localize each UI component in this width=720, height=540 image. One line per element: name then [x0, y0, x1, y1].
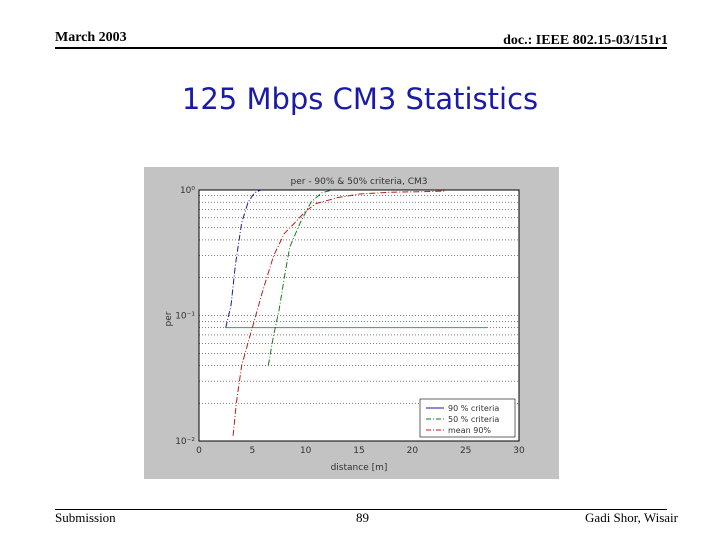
- header-date: March 2003: [55, 30, 127, 45]
- legend-label-mean: mean 90%: [448, 426, 491, 435]
- header-doc-id: doc.: IEEE 802.15-03/151r1: [503, 33, 668, 48]
- x-tick-label: 30: [513, 446, 525, 456]
- footer-page-number: 89: [356, 510, 369, 525]
- footer-submission: Submission: [55, 510, 116, 525]
- x-tick-label: 20: [407, 446, 419, 456]
- x-axis-label: distance [m]: [331, 463, 388, 473]
- legend-box: [419, 398, 516, 438]
- footer-divider: [55, 509, 667, 510]
- chart-title: per - 90% & 50% criteria, CM3: [291, 177, 428, 187]
- series-line-2: [267, 189, 333, 366]
- y-tick-label: 10⁻²: [175, 437, 195, 447]
- legend-label-90: 90 % criteria: [448, 404, 499, 413]
- slide-title: 125 Mbps CM3 Statistics: [181, 82, 539, 116]
- y-tick-label: 10⁰: [180, 186, 195, 196]
- legend-label-50: 50 % criteria: [448, 415, 499, 424]
- series-line-1: [225, 189, 262, 328]
- grid-lines: [199, 195, 519, 404]
- chart-figure: 0 5 10 15 20 25 30 10⁰ 10⁻¹ 10⁻² per - 90% & 50%…: [144, 167, 559, 479]
- x-tick-labels: 0 5 10 15 20 25 30: [196, 446, 525, 456]
- x-tick-label: 15: [353, 446, 364, 456]
- footer-author: Gadi Shor, Wisair: [585, 510, 678, 525]
- series-line-3: [232, 190, 445, 436]
- x-tick-label: 10: [300, 446, 312, 456]
- x-tick-label: 5: [249, 446, 255, 456]
- y-tick-labels: 10⁰ 10⁻¹ 10⁻²: [175, 186, 195, 447]
- legend: 90 % criteria 50 % criteria mean 90%: [419, 398, 516, 438]
- x-tick-label: 25: [460, 446, 471, 456]
- y-tick-label: 10⁻¹: [175, 312, 195, 322]
- header-divider: [55, 47, 667, 49]
- per-vs-distance-chart: 0 5 10 15 20 25 30 10⁰ 10⁻¹ 10⁻² per - 90% & 50%…: [164, 177, 525, 473]
- y-axis-label: per: [164, 311, 174, 326]
- x-tick-label: 0: [196, 446, 202, 456]
- series-group: [225, 189, 445, 436]
